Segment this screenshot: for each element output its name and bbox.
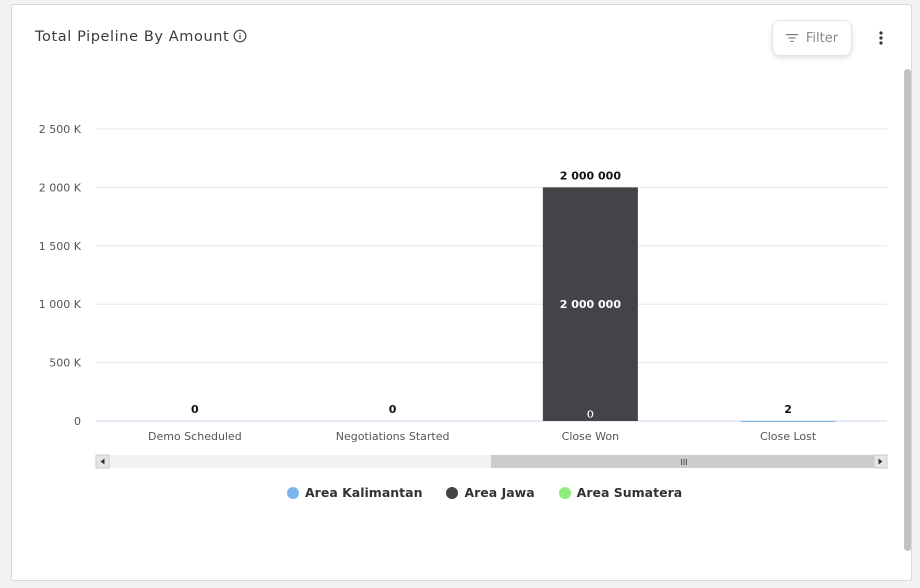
total-data-label: 2 000 000 xyxy=(560,169,622,182)
chart-card: Total Pipeline By Amount Filter 0 500 K 1 … xyxy=(11,4,912,581)
x-tick-label: Demo Scheduled xyxy=(148,430,242,443)
legend-label: Area Kalimantan xyxy=(305,485,423,500)
y-tick-label: 0 xyxy=(74,415,81,428)
y-tick-label: 2 000 K xyxy=(39,181,82,194)
arrow-left-icon xyxy=(100,458,105,465)
segment-data-label: 2 000 000 xyxy=(560,298,622,311)
total-data-label: 0 xyxy=(191,403,199,416)
legend-item[interactable]: Area Sumatera xyxy=(558,485,683,500)
total-data-label: 2 xyxy=(784,403,792,416)
bar-area-jawa[interactable] xyxy=(542,187,638,421)
legend-marker-icon xyxy=(287,486,299,499)
y-tick-label: 2 500 K xyxy=(39,123,82,136)
legend-item[interactable]: Area Jawa xyxy=(446,485,535,500)
filter-icon xyxy=(785,34,798,42)
x-tick-label: Close Lost xyxy=(760,430,817,443)
legend-item[interactable]: Area Kalimantan xyxy=(287,485,422,500)
vertical-scrollbar-thumb[interactable] xyxy=(904,69,911,551)
y-tick-label: 500 K xyxy=(49,357,81,370)
scrollbar-grip-icon: III xyxy=(680,458,687,467)
arrow-right-icon xyxy=(878,458,883,465)
info-icon[interactable] xyxy=(233,29,247,43)
horizontal-scrollbar-thumb[interactable] xyxy=(491,455,877,468)
bar-chart: 0 500 K 1 000 K 1 500 K 2 000 K 2 500 K Demo S… xyxy=(39,123,888,469)
more-vertical-icon[interactable] xyxy=(874,29,888,47)
total-data-label: 0 xyxy=(389,403,397,416)
legend-label: Area Sumatera xyxy=(576,485,683,500)
filter-label: Filter xyxy=(805,30,839,46)
segment-data-label: 0 xyxy=(587,408,595,421)
chart-legend: Area Kalimantan Area Jawa Area Sumatera xyxy=(287,485,682,500)
filter-button[interactable]: Filter xyxy=(772,20,852,56)
bar-area-kalimantan[interactable] xyxy=(740,420,836,422)
legend-marker-icon xyxy=(446,486,459,499)
y-tick-label: 1 500 K xyxy=(39,240,82,253)
y-tick-label: 1 000 K xyxy=(39,298,82,311)
chart-title: Total Pipeline By Amount xyxy=(35,29,230,45)
x-tick-label: Negotiations Started xyxy=(336,430,450,443)
legend-label: Area Jawa xyxy=(464,485,535,500)
legend-marker-icon xyxy=(558,486,571,499)
x-tick-label: Close Won xyxy=(562,430,619,443)
